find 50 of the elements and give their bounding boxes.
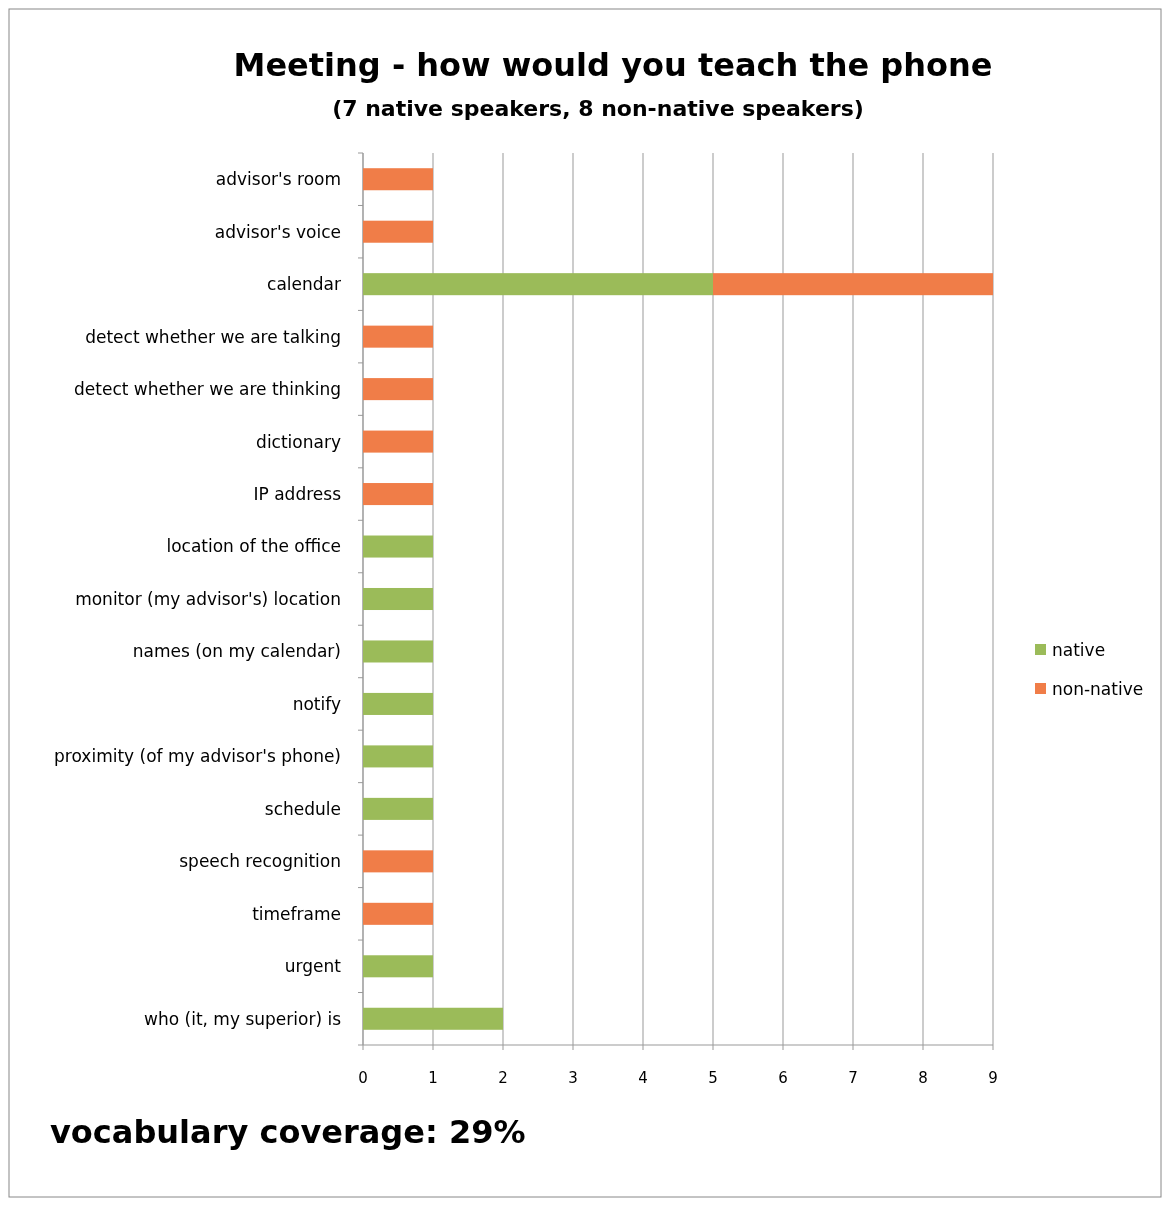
- text: vocabulary coverage: 29%: [50, 1113, 526, 1151]
- y-tick-label: location of the office: [166, 536, 341, 557]
- y-tick-label: timeframe: [252, 903, 341, 924]
- bar: [363, 168, 433, 191]
- bar: [363, 955, 433, 978]
- y-tick-label: urgent: [284, 956, 342, 977]
- x-tick-label: 0: [358, 1069, 368, 1087]
- x-tick-label: 7: [848, 1069, 858, 1087]
- bar: [363, 325, 433, 348]
- bar: [363, 1007, 503, 1030]
- y-tick-label: who (it, my superior) is: [144, 1008, 342, 1029]
- x-tick-label: 1: [428, 1069, 438, 1087]
- bar: [363, 902, 433, 925]
- bar: [363, 535, 433, 558]
- y-tick-label: speech recognition: [179, 851, 341, 872]
- y-tick-label: names (on my calendar): [132, 641, 341, 662]
- bar: [363, 587, 433, 611]
- legend-label: non-native: [1052, 678, 1144, 699]
- y-tick-label: monitor (my advisor's) location: [75, 588, 341, 609]
- bar: [363, 692, 433, 715]
- bar: [363, 640, 433, 663]
- x-tick-label: 6: [778, 1069, 788, 1087]
- y-tick-label: schedule: [264, 798, 341, 819]
- bar: [363, 797, 433, 820]
- y-tick-label: calendar: [267, 274, 342, 295]
- x-tick-label: 8: [918, 1069, 928, 1087]
- bar: [363, 220, 433, 243]
- bar: [713, 273, 993, 296]
- bar: [363, 378, 433, 401]
- chart-subtitle: (7 native speakers, 8 non-native speakers): [332, 96, 864, 121]
- y-tick-label: detect whether we are thinking: [74, 379, 341, 400]
- bar: [363, 483, 433, 506]
- y-tick-label: detect whether we are talking: [85, 326, 341, 347]
- bar: [363, 430, 433, 453]
- legend-label: native: [1052, 639, 1106, 660]
- x-tick-label: 9: [988, 1069, 998, 1087]
- x-tick-label: 2: [498, 1069, 508, 1087]
- y-tick-label: advisor's room: [215, 169, 341, 190]
- y-tick-label: IP address: [253, 484, 342, 505]
- y-tick-label: notify: [292, 693, 341, 714]
- x-tick-label: 5: [708, 1069, 718, 1087]
- y-tick-label: proximity (of my advisor's phone): [54, 746, 341, 767]
- y-tick-label: advisor's voice: [214, 221, 341, 242]
- x-tick-label: 4: [638, 1069, 648, 1087]
- bar: [363, 745, 433, 768]
- bar: [363, 273, 713, 296]
- chart-title: Meeting - how would you teach the phone: [233, 46, 993, 84]
- x-tick-label: 3: [568, 1069, 578, 1087]
- y-tick-label: dictionary: [256, 431, 341, 452]
- bar: [363, 850, 433, 873]
